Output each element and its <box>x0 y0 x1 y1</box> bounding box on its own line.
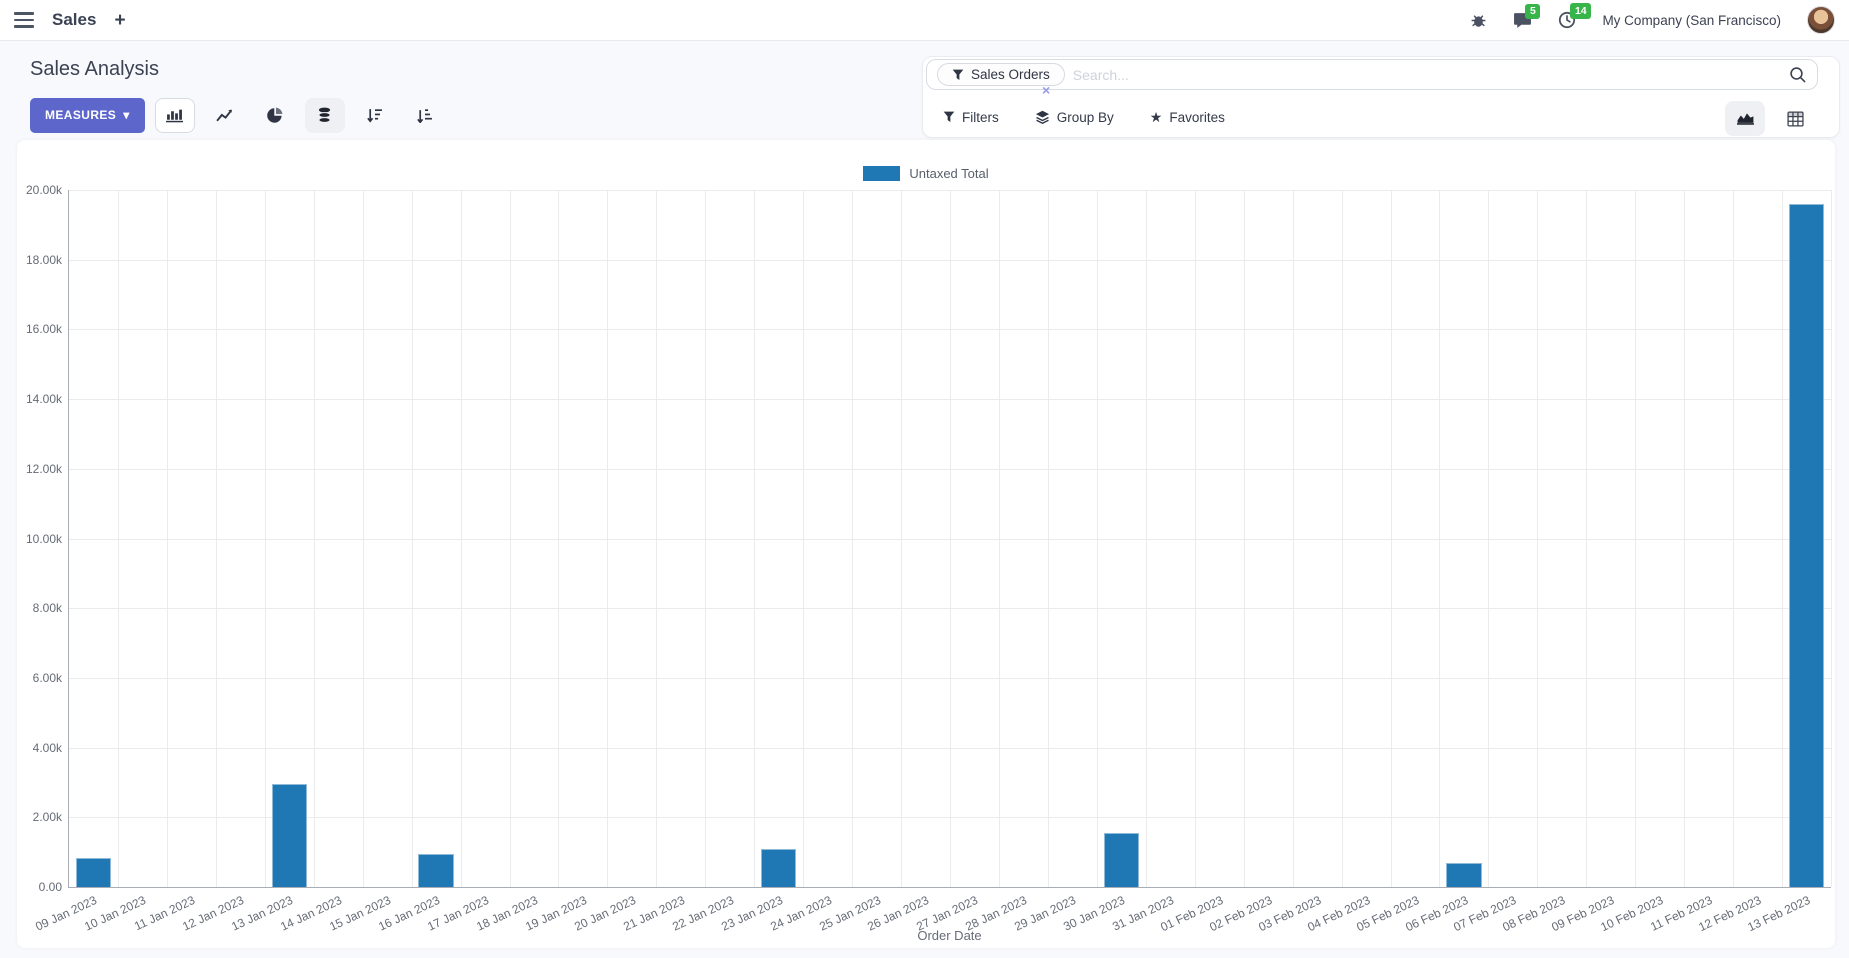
y-tick-label: 6.00k <box>32 670 62 685</box>
x-gridline <box>803 190 805 887</box>
x-gridline <box>1439 190 1441 887</box>
y-tick-label: 16.00k <box>25 322 62 337</box>
x-gridline <box>1145 190 1147 887</box>
x-gridline <box>1047 190 1049 887</box>
pivot-view-switch-button[interactable] <box>1775 101 1815 136</box>
bar-13-jan-2023[interactable] <box>271 784 307 887</box>
bar-09-jan-2023[interactable] <box>75 858 112 887</box>
x-gridline <box>1243 190 1245 887</box>
x-gridline <box>166 190 168 887</box>
legend-label: Untaxed Total <box>909 166 989 181</box>
x-axis-title: Order Date <box>917 928 982 943</box>
y-tick-label: 2.00k <box>32 810 62 825</box>
app-name[interactable]: Sales <box>52 10 97 29</box>
x-gridline <box>705 190 707 887</box>
star-icon: ★ <box>1149 109 1163 125</box>
line-chart-mode-button[interactable] <box>205 98 245 133</box>
filter-funnel-icon <box>952 69 964 80</box>
sort-descending-button[interactable] <box>355 98 395 133</box>
x-gridline <box>1292 190 1294 887</box>
x-gridline <box>1782 190 1784 887</box>
new-tab-icon[interactable]: + <box>114 9 126 31</box>
x-gridline <box>901 190 903 887</box>
chart-card: Untaxed Total 0.00 2.00k 4.00k 6.00k 8.00k 10… <box>17 140 1835 948</box>
y-tick-label: 18.00k <box>25 252 62 267</box>
bar-chart-mode-button[interactable] <box>154 97 195 133</box>
search-facet-sales-orders[interactable]: Sales Orders <box>937 63 1065 86</box>
facet-remove-icon[interactable]: × <box>1042 82 1051 98</box>
group-by-button[interactable]: Group By <box>1035 110 1114 125</box>
apps-menu-icon[interactable] <box>14 12 34 28</box>
layers-icon <box>1035 110 1049 124</box>
bar-16-jan-2023[interactable] <box>418 853 454 887</box>
company-switcher[interactable]: My Company (San Francisco) <box>1602 12 1781 28</box>
y-tick-label: 20.00k <box>25 183 62 197</box>
x-gridline <box>1586 190 1588 887</box>
search-input[interactable] <box>1072 66 1781 83</box>
x-gridline <box>460 190 462 887</box>
x-gridline <box>1733 190 1735 887</box>
x-gridline <box>509 190 511 887</box>
measures-button[interactable]: MEASURES ▾ <box>30 97 145 133</box>
search-icon[interactable] <box>1789 66 1807 84</box>
stacked-toggle-button[interactable] <box>304 97 345 133</box>
x-gridline <box>1684 190 1686 887</box>
x-gridline <box>558 190 560 887</box>
x-gridline <box>1194 190 1196 887</box>
x-gridline <box>215 190 217 887</box>
x-gridline <box>1390 190 1392 887</box>
page-title: Sales Analysis <box>30 58 159 80</box>
bar-06-feb-2023[interactable] <box>1446 863 1482 887</box>
measures-row: MEASURES ▾ <box>30 97 445 133</box>
messages-count-badge: 5 <box>1525 3 1541 20</box>
chart-legend[interactable]: Untaxed Total <box>17 166 1835 181</box>
y-tick-label: 0.00 <box>38 880 62 894</box>
search-bar[interactable]: Sales Orders <box>926 59 1818 90</box>
graph-view-switch-button[interactable] <box>1725 101 1765 136</box>
filters-button[interactable]: Filters <box>943 110 999 125</box>
x-gridline <box>852 190 854 887</box>
x-gridline <box>313 190 315 887</box>
user-avatar[interactable] <box>1807 6 1835 34</box>
x-gridline <box>1096 190 1098 887</box>
messages-icon[interactable]: 5 <box>1513 3 1541 29</box>
x-gridline <box>411 190 413 887</box>
y-tick-label: 14.00k <box>25 392 62 407</box>
x-gridline <box>607 190 609 887</box>
x-gridline <box>264 190 266 887</box>
x-gridline <box>362 190 364 887</box>
caret-down-icon: ▾ <box>123 108 130 122</box>
x-gridline <box>950 190 951 887</box>
bar-23-jan-2023[interactable] <box>761 849 797 887</box>
x-gridline <box>1831 190 1832 887</box>
activities-count-badge: 14 <box>1570 3 1592 19</box>
y-tick-label: 4.00k <box>32 740 62 755</box>
bar-13-feb-2023[interactable] <box>1788 203 1825 887</box>
debug-bug-icon[interactable] <box>1470 12 1487 29</box>
y-tick-label: 12.00k <box>25 461 62 476</box>
legend-swatch <box>863 166 901 181</box>
x-gridline <box>998 190 1000 887</box>
bar-30-jan-2023[interactable] <box>1103 832 1139 887</box>
pie-chart-mode-button[interactable] <box>255 98 295 133</box>
x-gridline <box>1537 190 1539 887</box>
y-tick-label: 8.00k <box>32 601 62 616</box>
plot-area: 0.00 2.00k 4.00k 6.00k 8.00k 10.00k 12.00k 14.0… <box>26 183 1832 934</box>
x-gridline <box>1341 190 1343 887</box>
filter-funnel-icon <box>943 111 955 122</box>
x-gridline <box>1488 190 1490 887</box>
x-gridline <box>117 190 119 887</box>
x-gridline <box>656 190 658 887</box>
search-panel: Sales Orders × Filters Group By ★ Favori… <box>922 56 1840 138</box>
favorites-button[interactable]: ★ Favorites <box>1149 109 1225 125</box>
navbar: Sales + 5 14 My Company (San Francisco) <box>0 0 1849 41</box>
activities-clock-icon[interactable]: 14 <box>1558 3 1592 29</box>
x-gridline <box>754 190 756 887</box>
x-gridline <box>1635 190 1637 887</box>
y-tick-label: 10.00k <box>25 531 62 546</box>
sort-ascending-button[interactable] <box>405 98 445 133</box>
